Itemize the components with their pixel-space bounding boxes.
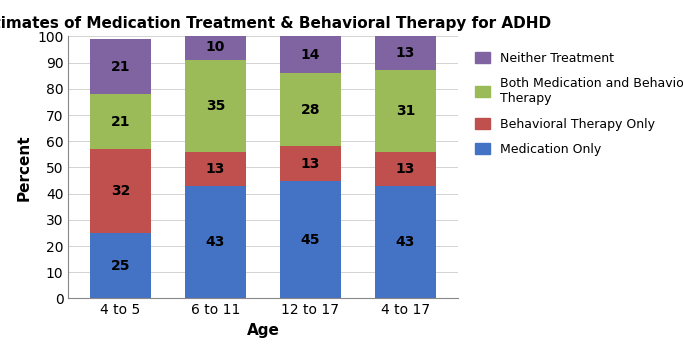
Bar (374, 186, 436, 298)
Text: 13: 13 (206, 162, 225, 176)
Bar (279, 73, 342, 146)
Bar (89, 39, 152, 94)
Text: 35: 35 (206, 99, 225, 113)
Text: 13: 13 (395, 162, 415, 176)
Legend: Neither Treatment, Both Medication and Behavioral
Therapy, Behavioral Therapy On: Neither Treatment, Both Medication and B… (472, 48, 683, 160)
Bar (184, 60, 247, 152)
Text: 25: 25 (111, 259, 130, 273)
Bar (89, 149, 152, 233)
Bar (279, 181, 342, 298)
Text: 13: 13 (395, 47, 415, 60)
Title: Estimates of Medication Treatment & Behavioral Therapy for ADHD: Estimates of Medication Treatment & Beha… (0, 16, 551, 31)
Bar (374, 71, 436, 152)
Bar (89, 94, 152, 149)
Text: 31: 31 (395, 104, 415, 118)
Bar (89, 233, 152, 298)
Text: 45: 45 (301, 233, 320, 246)
Bar (184, 152, 247, 186)
Text: 32: 32 (111, 184, 130, 198)
Y-axis label: Percent: Percent (16, 134, 31, 201)
X-axis label: Age: Age (247, 323, 279, 338)
Bar (184, 186, 247, 298)
Text: 21: 21 (111, 115, 130, 128)
Bar (374, 36, 436, 71)
Text: 43: 43 (395, 235, 415, 249)
Bar (279, 36, 342, 73)
Bar (374, 152, 436, 186)
Bar (184, 34, 247, 60)
Text: 14: 14 (301, 48, 320, 62)
Text: 13: 13 (301, 157, 320, 170)
Bar (279, 146, 342, 181)
Text: 28: 28 (301, 103, 320, 117)
Text: 10: 10 (206, 40, 225, 54)
Text: 21: 21 (111, 60, 130, 74)
Text: 43: 43 (206, 235, 225, 249)
